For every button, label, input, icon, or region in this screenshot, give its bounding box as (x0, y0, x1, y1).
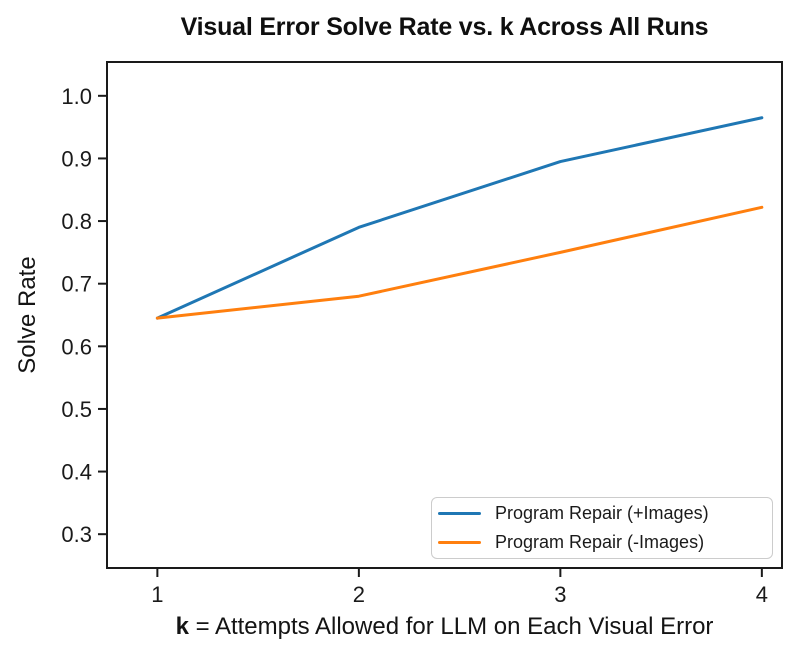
x-axis-label-text: = Attempts Allowed for LLM on Each Visua… (188, 613, 714, 640)
y-tick-label: 0.7 (61, 272, 92, 297)
series-line-plus-images (155, 116, 764, 320)
legend-line-swatch-orange (438, 540, 481, 544)
y-tick-label: 0.5 (61, 397, 92, 422)
y-tick-label: 0.3 (61, 522, 92, 547)
x-tick-label: 2 (353, 582, 365, 607)
series-line-minus-images (155, 205, 764, 320)
y-tick-label: 0.6 (61, 334, 92, 359)
y-tick-label: 0.9 (61, 146, 92, 171)
legend-item-minus-images: Program Repair (-Images) (438, 529, 772, 555)
x-axis-label: k = Attempts Allowed for LLM on Each Vis… (107, 613, 782, 641)
legend: Program Repair (+Images) Program Repair … (431, 497, 773, 559)
x-tick-label: 4 (756, 582, 768, 607)
legend-label-plus-images: Program Repair (+Images) (495, 503, 709, 524)
y-tick-label: 0.8 (61, 209, 92, 234)
x-tick-label: 1 (151, 582, 163, 607)
legend-label-minus-images: Program Repair (-Images) (495, 531, 705, 552)
x-tick-label: 3 (554, 582, 566, 607)
chart-title: Visual Error Solve Rate vs. k Across All… (180, 13, 709, 41)
legend-item-plus-images: Program Repair (+Images) (438, 501, 772, 527)
y-tick-label: 1.0 (61, 84, 92, 109)
legend-line-swatch-blue (438, 512, 481, 516)
y-tick-label: 0.4 (61, 460, 92, 485)
x-axis-label-k: k (175, 613, 189, 640)
plot-spines (106, 61, 783, 569)
